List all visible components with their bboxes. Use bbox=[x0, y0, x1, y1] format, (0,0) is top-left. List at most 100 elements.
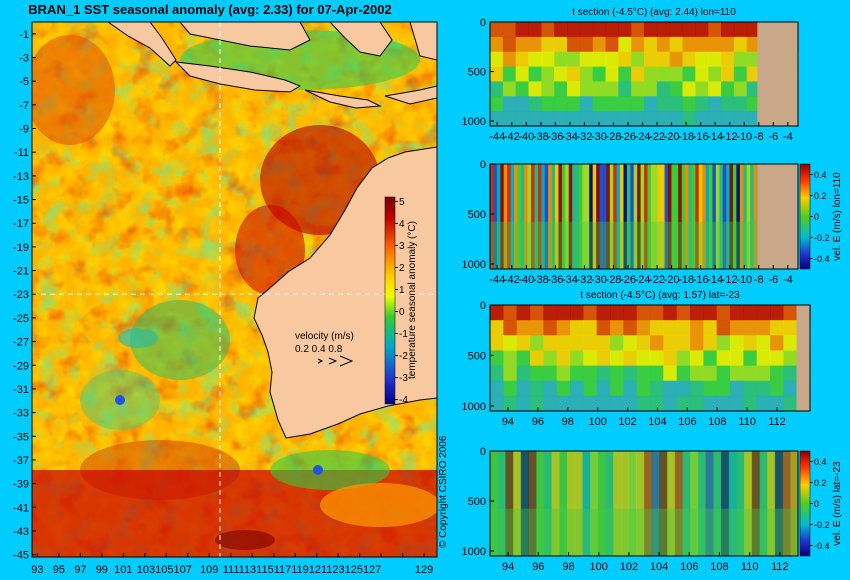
section-panel-vel-e-lat: 0 500 1000 94 96 98 100 102 104 106 108 110 112 0.4 0.… bbox=[462, 446, 843, 573]
section-x-label: 100 bbox=[590, 561, 608, 573]
land-sulawesi bbox=[329, 22, 393, 57]
section-panel-vel-e-lon: 05001000-44-42-40-38-36-34-32-30-28-26-2… bbox=[462, 159, 843, 286]
section-x-label: -20 bbox=[664, 131, 680, 143]
section-x-label: -30 bbox=[591, 274, 607, 286]
section-x-label: -18 bbox=[678, 131, 694, 143]
sst-colorbar-tick-label: 2 bbox=[399, 263, 405, 274]
velocity-arrow-0.8 bbox=[339, 355, 354, 367]
section-x-label: -4 bbox=[783, 131, 793, 143]
section-frame bbox=[489, 163, 799, 270]
sst-map bbox=[32, 22, 437, 557]
map-lon-tick-label: 97 bbox=[74, 564, 86, 576]
warm-patch-nw bbox=[32, 35, 115, 145]
vel-colorbar-label: vel. E (m/s) lat=-23 bbox=[832, 461, 843, 546]
section-x-label: 104 bbox=[650, 561, 668, 573]
section-depth-label: 1000 bbox=[462, 401, 486, 413]
section-x-label: -26 bbox=[620, 131, 636, 143]
sst-colorbar-tick-label: -1 bbox=[399, 329, 408, 340]
section-x-label: -30 bbox=[591, 131, 607, 143]
vel-colorbar-tick-label: -0.4 bbox=[814, 541, 830, 551]
map-lat-tick-label: -29 bbox=[13, 360, 29, 372]
map-frame bbox=[31, 21, 438, 558]
sst-colorbar-label: temperature seasonal anomaly (°C) bbox=[407, 221, 418, 379]
map-lat-tick-label: -27 bbox=[13, 337, 29, 349]
vel-colorbar-tick-label: 0 bbox=[814, 499, 819, 509]
sst-colorbar-tick-label: -2 bbox=[399, 351, 408, 362]
section-depth-label: 500 bbox=[468, 67, 486, 79]
map-lat-tick-label: -3 bbox=[19, 53, 29, 65]
map-lat-tick-label: -15 bbox=[13, 195, 29, 207]
map-lat-tick-label: -13 bbox=[13, 171, 29, 183]
section-x-label: -44 bbox=[489, 274, 505, 286]
section-depth-label: 1000 bbox=[462, 259, 486, 271]
vel-colorbar-tick-label: -0.2 bbox=[814, 233, 830, 243]
map-lat-axis: -1 -3 -5 -7 -9 -11 -13 -15 -17 -19 -21 -23 -25 -27 -29… bbox=[13, 29, 36, 562]
map-lat-tick-label: -35 bbox=[13, 431, 29, 443]
section-x-label: 96 bbox=[532, 416, 544, 428]
section-x-label: -36 bbox=[547, 131, 563, 143]
section-x-label: 100 bbox=[588, 416, 606, 428]
land-sumatra bbox=[107, 22, 177, 67]
section-depth-label: 0 bbox=[480, 300, 486, 312]
vel-colorbar-ramp bbox=[799, 450, 811, 557]
section-x-label: 102 bbox=[618, 416, 636, 428]
map-lat-tick-label: -19 bbox=[13, 242, 29, 254]
section-x-label: -38 bbox=[533, 131, 549, 143]
map-lat-tick-label: -25 bbox=[13, 313, 29, 325]
land-lesser-sunda bbox=[304, 89, 382, 109]
map-lon-tick-label: 95 bbox=[53, 564, 65, 576]
section-x-label: 94 bbox=[502, 561, 514, 573]
section-panel-t-section-lat: t section (-4.5°C) (avg: 1.57) lat=-23 0 5… bbox=[462, 290, 811, 428]
section-x-label: -42 bbox=[504, 274, 520, 286]
map-lat-tick-label: -23 bbox=[13, 289, 29, 301]
vel-colorbar-ramp bbox=[799, 163, 811, 270]
vel-colorbar-label: vel. E (m/s) lon=110 bbox=[832, 172, 843, 261]
section-panel-title: t section (-4.5°C) (avg: 2.44) lon=110 bbox=[572, 7, 736, 18]
map-lat-tick-label: -45 bbox=[13, 550, 29, 562]
cold-eddy-2 bbox=[313, 465, 323, 475]
section-land bbox=[757, 22, 798, 126]
map-lat-tick-label: -37 bbox=[13, 455, 29, 467]
section-x-label: -6 bbox=[768, 274, 778, 286]
section-x-label: -8 bbox=[754, 131, 764, 143]
sst-colorbar-tick-label: 3 bbox=[399, 241, 405, 252]
section-x-label: 108 bbox=[708, 416, 726, 428]
section-x-label: -12 bbox=[722, 274, 738, 286]
section-x-label: -42 bbox=[504, 131, 520, 143]
map-lon-tick-label: 109 bbox=[200, 564, 218, 576]
section-x-label: -14 bbox=[707, 274, 723, 286]
section-x-label: 96 bbox=[532, 561, 544, 573]
section-x-label: -38 bbox=[533, 274, 549, 286]
section-x-label: -36 bbox=[547, 274, 563, 286]
map-lat-tick-label: -21 bbox=[13, 266, 29, 278]
map-lon-tick-label: 101 bbox=[114, 564, 132, 576]
section-x-label: -12 bbox=[722, 131, 738, 143]
section-x-label: -16 bbox=[693, 274, 709, 286]
section-x-label: -32 bbox=[576, 131, 592, 143]
map-lat-tick-label: -5 bbox=[19, 76, 29, 88]
map-lon-tick-label: 129 bbox=[415, 564, 433, 576]
section-x-label: 110 bbox=[738, 416, 756, 428]
section-x-label: -26 bbox=[620, 274, 636, 286]
section-x-label: 104 bbox=[648, 416, 666, 428]
map-lat-tick-label: -31 bbox=[13, 384, 29, 396]
section-field bbox=[490, 164, 799, 269]
section-x-label: -24 bbox=[635, 274, 651, 286]
section-x-label: -14 bbox=[707, 131, 723, 143]
section-panel-t-section-lon: t section (-4.5°C) (avg: 2.44) lon=110 0 5… bbox=[462, 7, 799, 143]
section-frame bbox=[489, 21, 799, 127]
sst-colorbar-tick-label: 1 bbox=[399, 285, 405, 296]
section-depth-label: 500 bbox=[468, 350, 486, 362]
section-x-label: 98 bbox=[562, 561, 574, 573]
sst-colorbar-tick-label: 5 bbox=[399, 197, 405, 208]
section-panel-title: t section (-4.5°C) (avg: 1.57) lat=-23 bbox=[580, 290, 740, 301]
velocity-legend: velocity (m/s) 0.2 0.4 0.8 bbox=[295, 331, 354, 367]
section-x-label: 98 bbox=[562, 416, 574, 428]
map-lon-tick-label: 99 bbox=[96, 564, 108, 576]
velocity-legend-values: 0.2 0.4 0.8 bbox=[295, 344, 343, 355]
sst-colorbar-tick-label: -3 bbox=[399, 373, 408, 384]
map-lat-tick-label: -41 bbox=[13, 502, 29, 514]
section-x-label: -28 bbox=[606, 131, 622, 143]
section-depth-label: 1000 bbox=[462, 546, 486, 558]
section-land bbox=[757, 164, 798, 269]
